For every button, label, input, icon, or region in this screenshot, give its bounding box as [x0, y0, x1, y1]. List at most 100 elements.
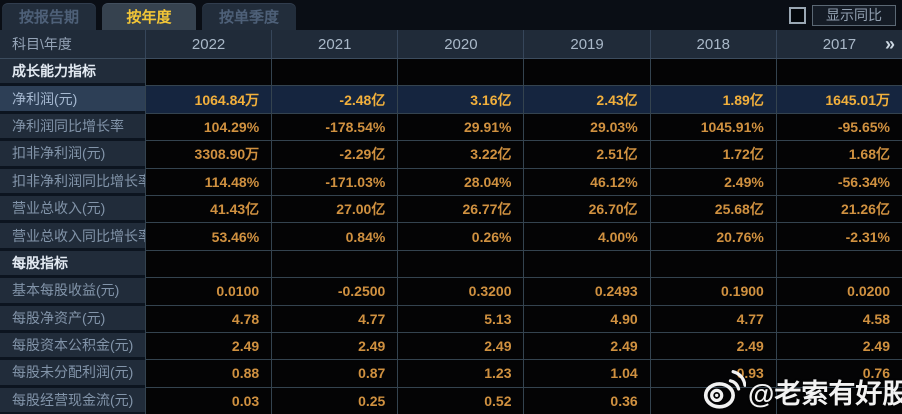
cell-value: 29.03%: [523, 113, 650, 142]
table-row[interactable]: 营业总收入(元) 41.43亿 27.00亿 26.77亿 26.70亿 25.68亿 21…: [0, 195, 902, 224]
cell-value: [145, 59, 272, 87]
row-label: 每股未分配利润(元): [0, 360, 145, 388]
row-label: 基本每股收益(元): [0, 278, 145, 306]
table-row[interactable]: 净利润(元) 1064.84万 -2.48亿 3.16亿 2.43亿 1.89亿 1645.…: [0, 86, 902, 114]
row-label: 营业总收入(元): [0, 195, 145, 224]
row-label: 营业总收入同比增长率: [0, 223, 145, 251]
year-header[interactable]: 2022: [145, 30, 271, 58]
cell-value: 41.43亿: [145, 195, 272, 224]
cell-value: 21.26亿: [775, 195, 902, 224]
cell-value: 2.49: [523, 332, 650, 361]
cell-value: 25.68亿: [649, 195, 776, 224]
more-years-icon[interactable]: »: [884, 34, 895, 54]
cell-value: 104.29%: [145, 113, 272, 142]
cell-value: 1.04: [523, 360, 650, 388]
table-row[interactable]: 基本每股收益(元) 0.0100 -0.2500 0.3200 0.2493 0.1900…: [0, 278, 902, 306]
cell-value: 0.84%: [271, 223, 398, 251]
cell-value: 0.25: [271, 387, 398, 414]
table-row[interactable]: 每股经营现金流(元) 0.03 0.25 0.52 0.36: [0, 387, 902, 414]
cell-value: 2.49: [271, 332, 398, 361]
show-yoy-control: 显示同比: [789, 3, 896, 27]
year-header[interactable]: 2018: [649, 30, 776, 58]
row-label: 净利润(元): [0, 86, 145, 114]
cell-value: [523, 59, 650, 87]
cell-value: 4.77: [649, 305, 776, 333]
cell-value: 3.22亿: [397, 141, 524, 169]
cell-value: 0.26%: [397, 223, 524, 251]
cell-value: 0.93: [649, 360, 776, 388]
cell-value: [523, 250, 650, 279]
cell-value: 0.36: [523, 387, 650, 414]
cell-value: 1.68亿: [775, 141, 902, 169]
cell-value: -2.29亿: [271, 141, 398, 169]
cell-value: 4.58: [775, 305, 902, 333]
cell-value: 26.70亿: [523, 195, 650, 224]
show-yoy-button[interactable]: 显示同比: [812, 4, 896, 26]
table-row[interactable]: 每股净资产(元) 4.78 4.77 5.13 4.90 4.77 4.58: [0, 305, 902, 333]
cell-value: 4.90: [523, 305, 650, 333]
section-row[interactable]: 每股指标: [0, 250, 902, 279]
cell-value: 3308.90万: [145, 141, 272, 169]
tab-by-year[interactable]: 按年度: [102, 3, 196, 30]
cell-value: [775, 59, 902, 87]
cell-value: 28.04%: [397, 168, 524, 196]
table-row[interactable]: 营业总收入同比增长率 53.46% 0.84% 0.26% 4.00% 20.76% -2.…: [0, 223, 902, 251]
show-yoy-checkbox[interactable]: [789, 6, 806, 24]
section-row[interactable]: 成长能力指标: [0, 59, 902, 87]
cell-value: 5.13: [397, 305, 524, 333]
cell-value: 114.48%: [145, 168, 272, 196]
cell-value: 2.49: [775, 332, 902, 361]
year-header[interactable]: 2017»: [775, 30, 902, 58]
row-label: 扣非净利润(元): [0, 141, 145, 169]
cell-value: 1064.84万: [145, 86, 272, 114]
cell-value: 1045.91%: [649, 113, 776, 142]
cell-value: [271, 59, 398, 87]
row-label: 每股经营现金流(元): [0, 387, 145, 414]
cell-value: 46.12%: [523, 168, 650, 196]
cell-value: 1.72亿: [649, 141, 776, 169]
cell-value: [649, 250, 776, 279]
row-label: 每股净资产(元): [0, 305, 145, 333]
cell-value: [649, 387, 776, 414]
cell-value: 53.46%: [145, 223, 272, 251]
year-header[interactable]: 2020: [397, 30, 523, 58]
cell-value: 2.43亿: [523, 86, 650, 114]
cell-value: 2.49: [397, 332, 524, 361]
tab-by-report-period[interactable]: 按报告期: [2, 3, 96, 30]
cell-value: 4.00%: [523, 223, 650, 251]
period-tabbar: 按报告期 按年度 按单季度 显示同比: [0, 0, 902, 30]
cell-value: 4.77: [271, 305, 398, 333]
table-body: 成长能力指标 净利润(元) 1064.84万 -2.48亿 3.16亿 2.43亿 1.89…: [0, 59, 902, 414]
row-label: 扣非净利润同比增长率: [0, 168, 145, 196]
cell-value: -2.31%: [775, 223, 902, 251]
cell-value: -0.2500: [271, 278, 398, 306]
year-header[interactable]: 2021: [271, 30, 397, 58]
table-row[interactable]: 每股未分配利润(元) 0.88 0.87 1.23 1.04 0.93 0.76: [0, 360, 902, 388]
row-label: 每股指标: [0, 250, 145, 279]
corner-label: 科目\年度: [12, 36, 72, 52]
cell-value: 27.00亿: [271, 195, 398, 224]
table-row[interactable]: 扣非净利润(元) 3308.90万 -2.29亿 3.22亿 2.51亿 1.72亿 1.6…: [0, 141, 902, 169]
cell-value: 2.51亿: [523, 141, 650, 169]
cell-value: [649, 59, 776, 87]
cell-value: [775, 387, 902, 414]
cell-value: 3.16亿: [397, 86, 524, 114]
cell-value: 0.76: [775, 360, 902, 388]
cell-value: 0.0200: [775, 278, 902, 306]
cell-value: -95.65%: [775, 113, 902, 142]
cell-value: 0.03: [145, 387, 272, 414]
year-header[interactable]: 2019: [523, 30, 649, 58]
cell-value: 2.49: [649, 332, 776, 361]
cell-value: 20.76%: [649, 223, 776, 251]
table-row[interactable]: 净利润同比增长率 104.29% -178.54% 29.91% 29.03% 1045.…: [0, 113, 902, 142]
cell-value: 2.49: [145, 332, 272, 361]
cell-value: [775, 250, 902, 279]
tab-by-quarter[interactable]: 按单季度: [202, 3, 296, 30]
cell-value: 0.52: [397, 387, 524, 414]
cell-value: -56.34%: [775, 168, 902, 196]
cell-value: 1.23: [397, 360, 524, 388]
table-row[interactable]: 扣非净利润同比增长率 114.48% -171.03% 28.04% 46.12% 2.4…: [0, 168, 902, 196]
table-row[interactable]: 每股资本公积金(元) 2.49 2.49 2.49 2.49 2.49 2.49: [0, 332, 902, 361]
cell-value: 0.1900: [649, 278, 776, 306]
